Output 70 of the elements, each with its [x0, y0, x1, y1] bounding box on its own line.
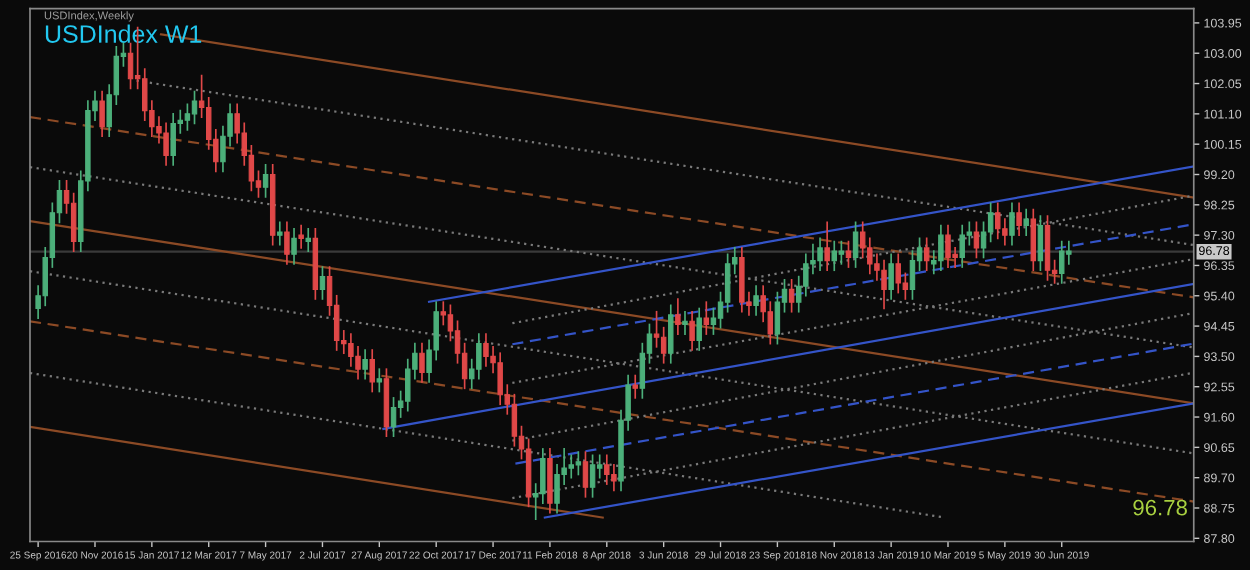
candlestick: [632, 374, 638, 399]
candlestick: [824, 221, 830, 272]
candlestick: [170, 113, 176, 166]
candlestick: [753, 285, 759, 316]
candlestick: [909, 250, 916, 300]
candlestick: [724, 253, 731, 313]
candlestick: [582, 451, 589, 498]
candlestick: [298, 224, 304, 249]
candlestick: [987, 202, 994, 243]
candlestick: [1058, 240, 1065, 284]
candlestick: [589, 454, 596, 498]
candlestick: [1044, 215, 1051, 281]
candlestick: [831, 240, 838, 272]
candlestick: [305, 227, 311, 252]
candlestick: [163, 122, 169, 166]
candlestick: [369, 349, 375, 393]
candlestick: [959, 224, 965, 268]
candlestick: [440, 301, 447, 326]
candlestick: [319, 266, 326, 300]
candlestick: [1016, 202, 1022, 236]
candlestick: [660, 326, 667, 364]
candlestick: [945, 224, 951, 268]
candlestick: [995, 202, 1001, 240]
candlestick: [547, 448, 553, 514]
candlestick: [703, 301, 710, 335]
candlestick: [511, 393, 518, 447]
candlestick: [710, 307, 717, 335]
candlestick: [923, 237, 930, 272]
candlestick: [817, 237, 823, 272]
candlestick: [604, 454, 610, 485]
candlestick: [1009, 202, 1015, 246]
candlestick: [291, 227, 297, 265]
candlestick: [938, 224, 944, 272]
candlestick: [383, 368, 390, 438]
candlestick: [852, 221, 859, 268]
candlestick: [1023, 208, 1029, 236]
candlestick: [70, 192, 77, 252]
candlestick: [895, 253, 901, 294]
candlestick: [653, 310, 660, 348]
candlestick: [483, 333, 489, 367]
candlestick: [689, 310, 695, 351]
candlestick: [675, 298, 681, 335]
candlestick: [191, 90, 198, 125]
candlestick: [575, 451, 582, 476]
candlestick: [774, 291, 781, 345]
candlestick: [845, 240, 852, 268]
candlestick: [127, 42, 134, 90]
candlestick: [881, 259, 887, 310]
candlestick: [739, 247, 745, 313]
candlestick: [788, 278, 795, 313]
candlestick: [888, 253, 894, 300]
candlestick: [376, 368, 383, 393]
candlestick: [838, 240, 845, 265]
candlestick: [390, 397, 397, 438]
candlestick: [277, 221, 283, 246]
candlestick: [262, 164, 269, 198]
candlestick: [1037, 215, 1044, 272]
candlestick: [419, 342, 425, 383]
candlestick: [284, 221, 290, 265]
candlestick: [973, 221, 980, 259]
annotation: 96.78: [1133, 499, 1187, 516]
candlestick: [696, 307, 702, 351]
candlestick: [668, 304, 674, 364]
candlestick: [525, 438, 532, 508]
candlestick: [99, 90, 105, 138]
candlestick: [362, 349, 368, 380]
candlestick: [568, 454, 574, 479]
candlestick: [184, 103, 191, 131]
candlestick: [682, 310, 688, 335]
candlestick: [1030, 208, 1037, 272]
